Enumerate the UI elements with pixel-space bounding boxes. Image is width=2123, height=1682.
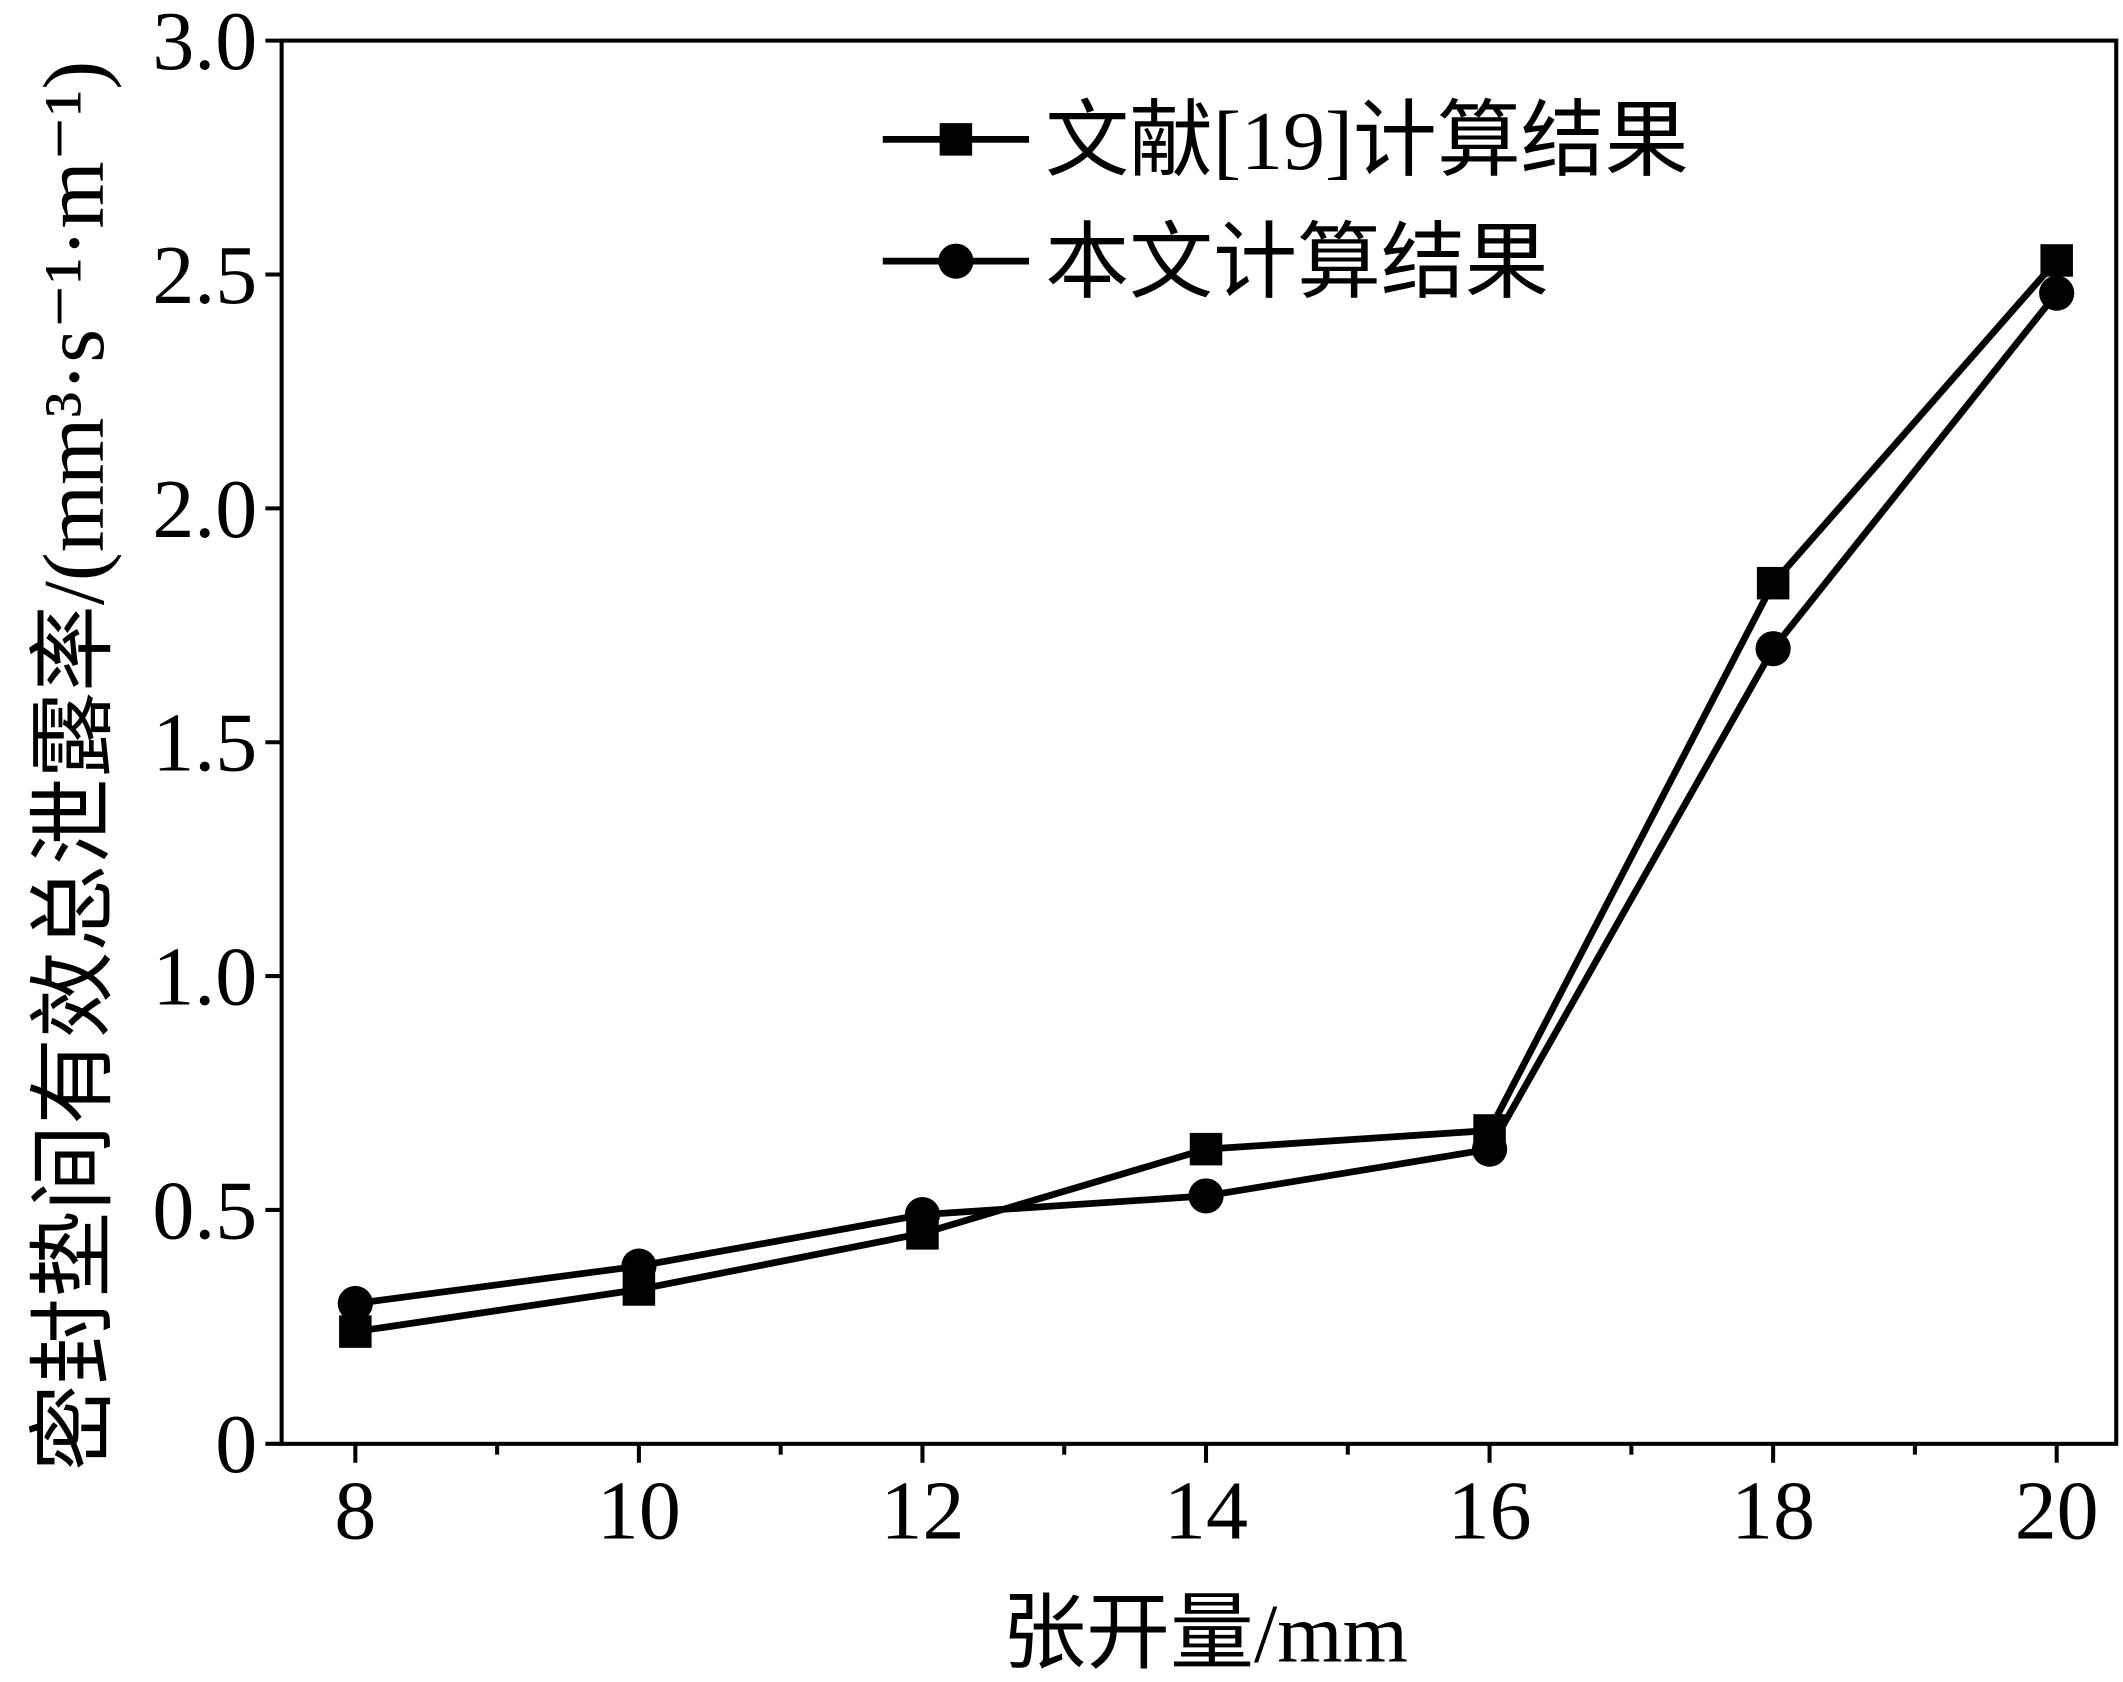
data-point-circle xyxy=(1755,631,1791,667)
y-tick-label: 1.5 xyxy=(152,697,257,790)
data-point-square xyxy=(1756,566,1790,600)
legend: 文献[19]计算结果 本文计算结果 xyxy=(882,95,1689,310)
legend-circle-marker-icon xyxy=(938,243,974,279)
legend-square-marker-icon xyxy=(939,123,973,156)
x-tick-label: 14 xyxy=(1164,1465,1248,1558)
y-tick-label: 2.0 xyxy=(152,463,257,556)
legend-label-this-work: 本文计算结果 xyxy=(1045,217,1549,310)
series-layer xyxy=(337,244,2075,1348)
x-tick-label: 18 xyxy=(1731,1465,1815,1558)
data-point-circle xyxy=(904,1197,941,1233)
data-point-circle xyxy=(337,1285,373,1322)
legend-label-lit19: 文献[19]计算结果 xyxy=(1045,95,1688,188)
y-axis-label: 密封垫间有效总泄露率/(mm³·s⁻¹·m⁻¹) xyxy=(26,61,122,1471)
x-tick-label: 8 xyxy=(334,1465,376,1558)
data-point-circle xyxy=(2039,275,2075,311)
x-tick-label: 10 xyxy=(597,1465,681,1558)
legend-entry-lit19: 文献[19]计算结果 xyxy=(882,95,1689,188)
legend-entry-this-work: 本文计算结果 xyxy=(882,217,1549,310)
x-tick-label: 20 xyxy=(2015,1465,2099,1558)
data-point-circle xyxy=(1471,1131,1508,1167)
data-point-square xyxy=(1189,1132,1223,1166)
data-point-square xyxy=(2040,244,2073,277)
series-line-lit19 xyxy=(354,258,2060,1335)
y-tick-label: 3.0 xyxy=(152,0,257,88)
data-point-circle xyxy=(621,1248,657,1284)
y-tick-label: 0.5 xyxy=(152,1164,257,1257)
x-tick-label: 16 xyxy=(1448,1465,1532,1558)
x-tick-label: 12 xyxy=(880,1465,964,1558)
y-tick-label: 1.0 xyxy=(152,931,257,1024)
y-tick-label: 2.5 xyxy=(152,229,257,322)
data-point-circle xyxy=(1188,1178,1224,1214)
axes-layer: 0 0.5 1.0 1.5 2.0 2.5 3.0 8 10 12 14 16 18 20 xyxy=(152,0,2098,1558)
x-axis-label: 张开量/mm xyxy=(1002,1588,1408,1681)
y-tick-label: 0 xyxy=(215,1398,257,1491)
